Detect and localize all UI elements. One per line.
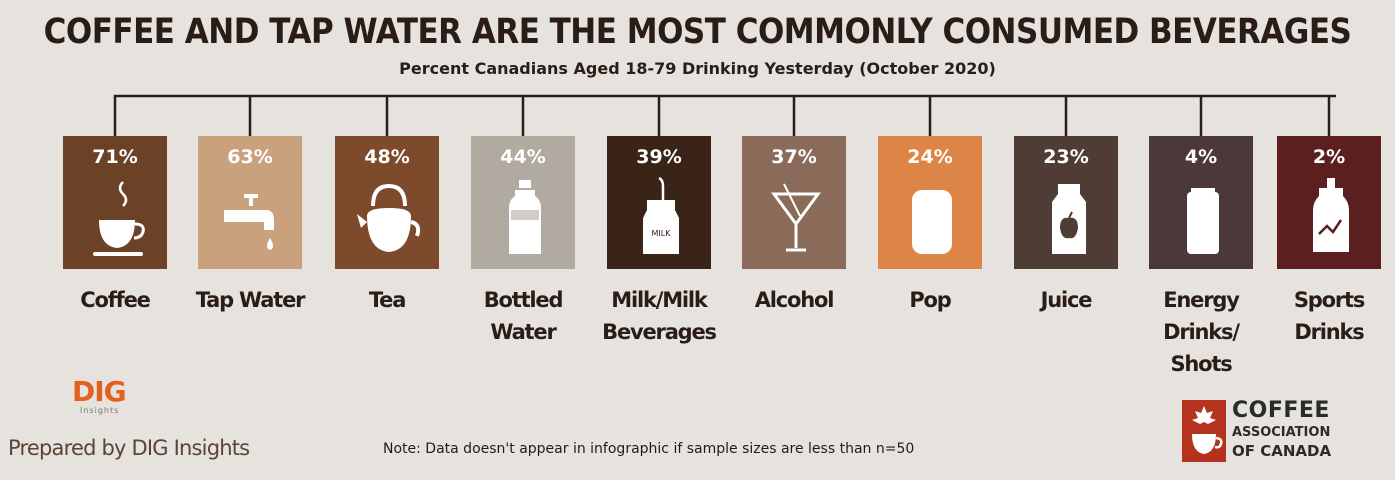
juice-box-icon [1052,184,1086,254]
category-label-line: Bottled [483,288,564,312]
value-label-tea: 48% [364,146,410,168]
category-label-line: Sports [1293,288,1365,312]
category-label-tap-water: Tap Water [175,284,325,316]
tile-sports-drinks: 2% [1277,136,1381,269]
teapot-icon [357,183,421,252]
category-label-line: Shots [1170,352,1232,376]
tile-bottled-water: 44% [471,136,575,269]
category-label-alcohol: Alcohol [719,284,869,316]
value-label-milk-milk-beverages: 39% [636,146,682,168]
soda-can-icon [912,190,952,254]
value-label-juice: 23% [1043,146,1089,168]
tile-alcohol: 37% [742,136,846,269]
category-label-juice: Juice [991,284,1141,316]
category-label-line: Energy [1163,288,1240,312]
dig-logo-text: DIG [72,375,127,408]
tile-pop: 24% [878,136,982,269]
category-label-energy-drinks-shots: Energy Drinks/Shots [1126,284,1276,380]
value-label-pop: 24% [907,146,953,168]
category-label-sports-drinks: Sports Drinks [1254,284,1395,348]
category-label-line: Water [490,320,556,344]
category-label-coffee: Coffee [40,284,190,316]
chart-subtitle: Percent Canadians Aged 18-79 Drinking Ye… [399,59,996,78]
tile-tap-water: 63% [198,136,302,269]
category-label-line: Drinks/ [1163,320,1240,344]
coffee-association-logo: COFFEE ASSOCIATION OF CANADA [1180,396,1370,466]
faucet-icon [224,194,274,250]
category-label-line: Pop [909,288,951,312]
milk-carton-icon: MILK [643,176,679,254]
prepared-by-text: Prepared by DIG Insights [8,436,250,460]
category-label-tea: Tea [312,284,462,316]
category-label-line: Drinks [1294,320,1364,344]
value-label-alcohol: 37% [771,146,817,168]
chart-title: COFFEE AND TAP WATER ARE THE MOST COMMON… [43,11,1352,53]
tile-coffee: 71% [63,136,167,269]
martini-glass-icon [771,183,821,252]
value-label-bottled-water: 44% [500,146,546,168]
category-label-line: Coffee [80,288,151,312]
value-label-tap-water: 63% [227,146,273,168]
category-label-line: Beverages [602,320,717,344]
tile-energy-drinks-shots: 4% [1149,136,1253,269]
category-label-line: Tea [368,288,407,312]
value-label-sports-drinks: 2% [1312,146,1346,168]
category-label-line: Tap Water [195,288,306,312]
category-label-line: Milk/Milk [611,288,708,312]
cac-line-3: OF CANADA [1232,442,1332,460]
value-label-energy-drinks-shots: 4% [1184,146,1218,168]
maple-cup-icon [1182,400,1226,462]
dig-logo-subtext: Insights [80,406,120,415]
dig-insights-logo: DIG Insights [72,375,127,415]
category-label-pop: Pop [855,284,1005,316]
water-bottle-icon [509,180,541,254]
value-label-coffee: 71% [92,146,138,168]
cac-line-1: COFFEE [1232,398,1330,423]
svg-text:MILK: MILK [652,229,672,238]
tile-tea: 48% [335,136,439,269]
sample-size-note: Note: Data doesn't appear in infographic… [383,441,915,457]
coffee-cup-icon [93,181,145,256]
tile-milk-milk-beverages: 39% MILK [607,136,711,269]
category-label-milk-milk-beverages: Milk/Milk Beverages [584,284,734,348]
sports-bottle-icon [1313,178,1349,252]
cac-line-2: ASSOCIATION [1232,425,1331,440]
category-label-line: Juice [1040,288,1093,312]
category-label-bottled-water: Bottled Water [448,284,598,348]
tile-juice: 23% [1014,136,1118,269]
connector-bracket [113,94,1336,136]
energy-can-icon [1187,188,1219,254]
category-label-line: Alcohol [754,288,835,312]
